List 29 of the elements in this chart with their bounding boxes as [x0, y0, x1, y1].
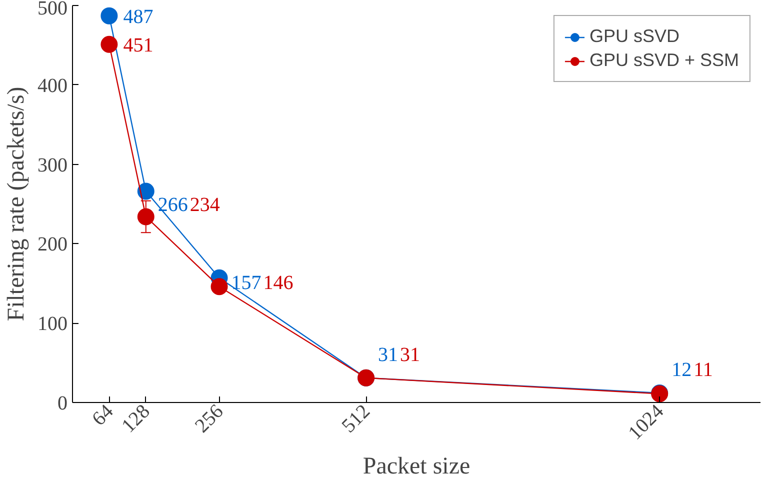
x-tick-label: 64 — [88, 400, 118, 430]
data-label: 487 — [123, 6, 154, 28]
data-label: 234 — [190, 194, 220, 216]
point — [100, 7, 118, 24]
y-tick-label: 200 — [38, 234, 68, 256]
data-label: 266 — [158, 194, 188, 216]
y-tick-label: 0 — [58, 392, 68, 414]
y-axis-title: Filtering rate (packets/s) — [4, 86, 30, 322]
y-tick-label: 300 — [38, 154, 68, 176]
data-label: 12 — [672, 358, 692, 381]
point — [137, 182, 154, 200]
data-label: 31 — [400, 344, 420, 366]
data-label: 451 — [123, 34, 154, 56]
y-tick-label: 500 — [38, 0, 68, 20]
y-tick-label: 400 — [38, 74, 68, 97]
x-tick-label: 512 — [338, 400, 375, 438]
legend-label: GPU sSVD — [589, 26, 680, 47]
data-label: 11 — [694, 358, 713, 381]
point — [137, 208, 154, 226]
point — [100, 36, 118, 53]
x-tick-label: 128 — [118, 400, 154, 438]
data-label: 146 — [263, 272, 294, 294]
data-label: 157 — [231, 272, 262, 294]
x-tick-label: 256 — [190, 400, 228, 438]
x-axis-title: Packet size — [362, 454, 470, 480]
data-label: 31 — [378, 344, 398, 366]
y-tick-label: 100 — [38, 313, 68, 336]
point — [210, 278, 228, 296]
legend-label: GPU sSVD + SSM — [589, 50, 739, 71]
